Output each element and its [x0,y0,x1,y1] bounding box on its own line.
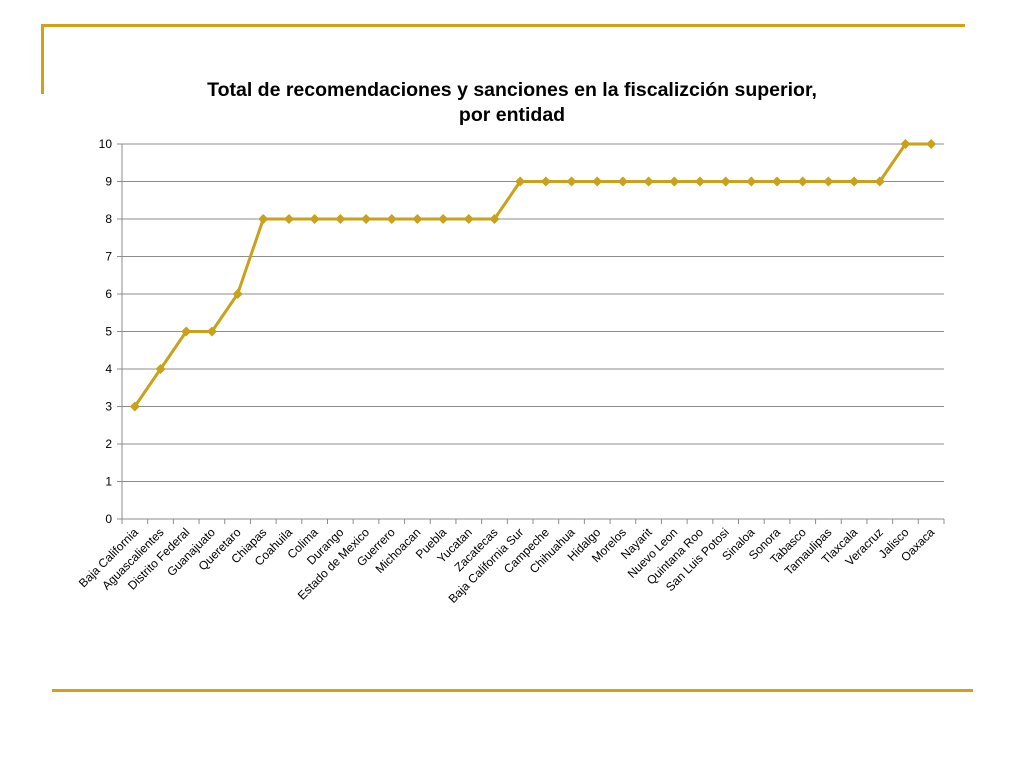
data-point [283,214,294,224]
y-tick-label: 6 [105,287,112,301]
data-point [206,326,217,337]
y-tick-label: 1 [105,475,112,489]
data-point [643,176,654,187]
data-point [849,176,860,187]
data-point [232,289,243,299]
data-point [617,176,628,187]
y-tick-label: 2 [105,437,112,451]
y-tick-label: 10 [99,137,113,151]
data-point [515,176,526,187]
y-tick-label: 8 [105,212,112,226]
data-point [720,176,731,187]
decorative-top-line [41,24,965,27]
data-point [412,214,423,224]
data-point [361,214,372,224]
data-point [386,214,397,224]
y-tick-label: 5 [105,325,112,339]
decorative-vertical-line [41,24,44,94]
data-point [438,214,449,224]
data-point [772,176,783,187]
y-tick-label: 3 [105,400,112,414]
data-point [335,214,346,224]
data-point [129,401,140,412]
data-point [592,176,603,187]
data-point [258,214,269,224]
data-point [463,214,474,224]
data-point [669,176,680,187]
data-point [823,176,834,187]
data-point [900,139,911,149]
y-tick-label: 0 [105,512,112,526]
data-point [797,176,808,187]
chart-title-line1: Total de recomendaciones y sanciones en … [207,79,817,101]
data-point [489,214,500,224]
data-point [155,364,166,374]
chart-title-line2: por entidad [458,104,566,126]
data-point [694,176,705,187]
y-tick-label: 9 [105,175,112,189]
data-point [181,326,192,337]
y-tick-label: 7 [105,250,112,264]
decorative-bottom-line [52,689,973,692]
series-line [133,142,932,408]
chart-title: Total de recomendaciones y sanciones en … [112,78,912,128]
data-point [926,139,937,149]
data-point [566,176,577,187]
y-tick-label: 4 [105,362,112,376]
data-point [309,214,320,224]
data-point [746,176,757,187]
data-point [874,176,885,187]
data-point [540,176,551,187]
